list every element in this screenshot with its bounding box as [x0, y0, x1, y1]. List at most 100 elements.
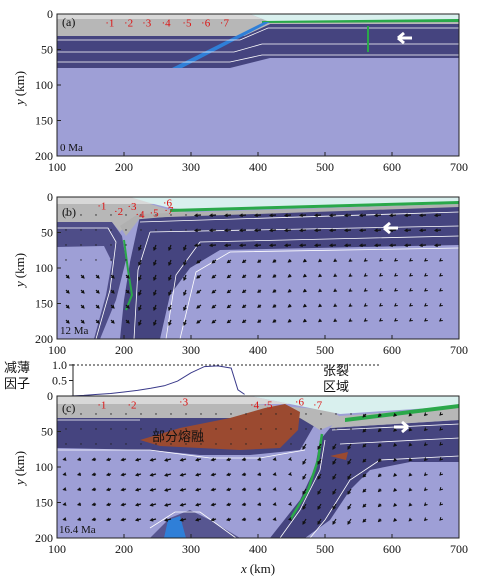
- contour-a2: [57, 43, 459, 53]
- velocity-arrow-head: [393, 443, 397, 447]
- velocity-arrow-head: [288, 517, 293, 521]
- velocity-dot: [95, 259, 97, 261]
- y-tick-label: 0: [47, 389, 53, 403]
- velocity-arrow-head: [138, 306, 142, 311]
- x-tick-label: 400: [249, 160, 267, 174]
- velocity-arrow-head: [313, 228, 318, 233]
- velocity-arrow-head: [302, 318, 307, 323]
- velocity-arrow-head: [168, 246, 172, 251]
- velocity-arrow-head: [134, 517, 139, 522]
- x-tick-label: 600: [383, 160, 401, 174]
- velocity-dot: [155, 428, 157, 430]
- velocity-arrow-head: [134, 472, 139, 477]
- velocity-arrow-head: [138, 321, 142, 326]
- velocity-dot: [170, 428, 172, 430]
- velocity-arrow-head: [423, 457, 428, 462]
- velocity-dot: [155, 413, 157, 415]
- velocity-arrow-head: [378, 257, 383, 262]
- x-axis-label-c: x (km): [240, 561, 275, 576]
- velocity-arrow-head: [226, 457, 231, 462]
- velocity-arrow-head: [134, 502, 139, 507]
- x-tick-label: 100: [48, 542, 66, 556]
- velocity-arrow-head: [362, 413, 367, 418]
- velocity-arrow-head: [138, 261, 142, 266]
- velocity-arrow-head: [438, 272, 443, 277]
- velocity-arrow-head: [388, 243, 393, 248]
- velocity-arrow-head: [298, 243, 303, 248]
- velocity-arrow-head: [149, 517, 154, 522]
- velocity-arrow-head: [393, 272, 398, 277]
- velocity-arrow-head: [348, 318, 353, 322]
- velocity-arrow-head: [164, 473, 169, 477]
- velocity-dot: [305, 413, 307, 415]
- velocity-arrow-head: [362, 428, 367, 433]
- velocity-arrow-head: [80, 289, 85, 294]
- velocity-arrow-head: [120, 487, 125, 492]
- velocity-arrow-head: [134, 487, 139, 492]
- velocity-dot: [80, 214, 82, 216]
- velocity-dot: [95, 443, 97, 445]
- velocity-arrow-head: [283, 243, 288, 248]
- velocity-dot: [65, 214, 67, 216]
- velocity-arrow-head: [287, 304, 292, 308]
- velocity-arrow-head: [153, 276, 157, 281]
- velocity-arrow-head: [403, 243, 408, 248]
- velocity-arrow-head: [363, 258, 368, 262]
- velocity-arrow-head: [153, 261, 157, 266]
- velocity-arrow-head: [80, 304, 85, 309]
- y-tick-label: 150: [35, 114, 53, 128]
- tf-title-line1: 减薄: [4, 361, 30, 376]
- velocity-arrow-head: [226, 274, 231, 279]
- velocity-arrow-head: [272, 472, 277, 476]
- velocity-arrow-head: [62, 457, 67, 461]
- velocity-arrow-head: [110, 289, 115, 294]
- x-tick-label: 200: [115, 343, 133, 357]
- markers-b: ·1 ·2 ·3·4 ·5 ·6·7: [97, 198, 174, 221]
- velocity-dot: [230, 413, 232, 415]
- velocity-arrow-head: [164, 458, 169, 462]
- contour-b2: [139, 211, 460, 223]
- tf-curve: [70, 365, 245, 397]
- velocity-dot: [335, 413, 337, 415]
- velocity-arrow-head: [439, 441, 444, 446]
- velocity-arrow-head: [288, 487, 293, 491]
- upper-crust-b: [57, 197, 160, 204]
- velocity-arrow-head: [149, 472, 154, 477]
- velocity-arrow-head: [76, 502, 81, 506]
- velocity-dot: [215, 413, 217, 415]
- velocity-dot: [110, 413, 112, 415]
- plate-arrow-a: [397, 31, 412, 45]
- velocity-arrow-head: [196, 260, 201, 264]
- x-ticks-a: 100 200 300 400 500 600 700: [48, 152, 468, 174]
- x-tick-label: 200: [115, 160, 133, 174]
- velocity-arrow-head: [65, 274, 70, 279]
- velocity-arrow-head: [210, 487, 215, 492]
- y-tick-label: 150: [35, 496, 53, 510]
- velocity-arrow-head: [408, 317, 413, 322]
- velocity-dot: [80, 443, 82, 445]
- tf-tick-label: 0.5: [52, 374, 67, 388]
- velocity-arrow-head: [226, 472, 231, 477]
- velocity-arrow-head: [333, 273, 338, 278]
- velocity-arrow-head: [347, 475, 351, 480]
- velocity-dot: [185, 229, 187, 231]
- velocity-arrow-head: [313, 243, 318, 248]
- panel-a: ·1 ·2 ·3 ·4 ·5 ·6 ·7 (a) 0 Ma 0 50 100 150 200 100…: [12, 7, 468, 174]
- velocity-arrow-head: [438, 287, 443, 292]
- velocity-arrow-head: [257, 517, 262, 521]
- tf-annotation-line1: 张裂: [323, 364, 349, 379]
- contour-c4: [279, 437, 460, 539]
- velocity-arrow-head: [168, 306, 172, 311]
- marker-label: ·4: [250, 400, 260, 412]
- x-tick-label: 700: [450, 160, 468, 174]
- velocity-arrow-head: [80, 274, 85, 279]
- panel-b: ·1 ·2 ·3·4 ·5 ·6·7 (b) 12 Ma 0 50 100 150 200 10…: [12, 190, 468, 357]
- velocity-arrow-head: [226, 319, 231, 324]
- velocity-arrow-head: [208, 243, 213, 248]
- partial-melt-region: [140, 404, 300, 450]
- velocity-arrow-head: [302, 520, 306, 525]
- panel-label-a: (a): [62, 15, 75, 29]
- velocity-arrow-head: [377, 503, 382, 508]
- velocity-arrow-head: [253, 243, 258, 248]
